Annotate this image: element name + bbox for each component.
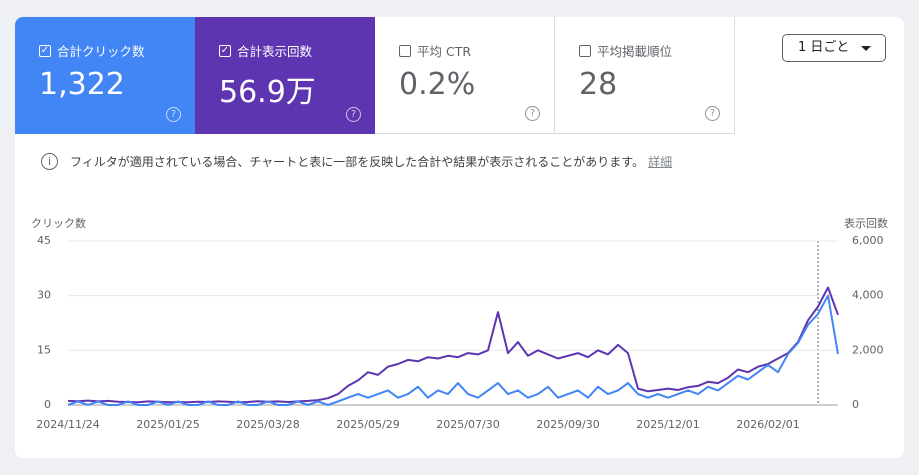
x-tick-label: 2025/05/29 <box>336 418 399 431</box>
series-line <box>67 294 839 406</box>
help-icon[interactable]: ? <box>166 107 181 122</box>
metric-name: 合計表示回数 <box>237 44 313 59</box>
y2-tick-label: 0 <box>852 398 859 411</box>
y-tick-label: 45 <box>37 234 51 247</box>
x-tick-label: 2024/11/24 <box>36 418 99 431</box>
info-icon: i <box>41 153 58 170</box>
metric-value: 56.9万 <box>219 75 316 110</box>
metric-card[interactable]: ✓ 合計表示回数 56.9万 ? <box>195 17 375 134</box>
x-tick-label: 2025/03/28 <box>236 418 299 431</box>
help-icon[interactable]: ? <box>705 106 720 121</box>
granularity-dropdown[interactable]: 1 日ごと <box>782 34 886 62</box>
x-tick-label: 2025/07/30 <box>436 418 499 431</box>
help-icon[interactable]: ? <box>525 106 540 121</box>
y2-tick-label: 4,000 <box>852 289 884 302</box>
metric-name: 平均 CTR <box>417 44 472 59</box>
series-line <box>67 286 839 404</box>
notice: i フィルタが適用されている場合、チャートと表に一部を反映した合計や結果が表示さ… <box>41 153 672 170</box>
metric-name: 平均掲載順位 <box>597 44 673 59</box>
metric-card[interactable]: ✓ 合計クリック数 1,322 ? <box>15 17 195 134</box>
y-axis-title: クリック数 <box>31 217 86 230</box>
help-icon[interactable]: ? <box>346 107 361 122</box>
x-tick-label: 2025/12/01 <box>636 418 699 431</box>
metric-label: 平均 CTR <box>399 41 471 60</box>
performance-panel: ✓ 合計クリック数 1,322 ? ✓ 合計表示回数 56.9万 ? 平均 CTR 0.… <box>15 17 904 458</box>
metric-card[interactable]: 平均掲載順位 28 ? <box>555 17 735 134</box>
y2-tick-label: 2,000 <box>852 343 884 356</box>
checkbox[interactable] <box>579 44 591 57</box>
y-tick-label: 0 <box>44 398 51 411</box>
y2-tick-label: 6,000 <box>852 234 884 247</box>
checkbox[interactable]: ✓ <box>39 44 51 57</box>
metric-card[interactable]: 平均 CTR 0.2% ? <box>375 17 555 134</box>
x-tick-label: 2025/01/25 <box>136 418 199 431</box>
metric-label: 平均掲載順位 <box>579 41 672 60</box>
checkbox[interactable] <box>399 44 411 57</box>
y2-axis-title: 表示回数 <box>844 216 888 230</box>
metric-label: ✓ 合計表示回数 <box>219 41 312 60</box>
notice-text: フィルタが適用されている場合、チャートと表に一部を反映した合計や結果が表示される… <box>70 155 645 169</box>
chart: クリック数 表示回数 0 15 30 45 0 2,000 4,000 6,000 2024/1… <box>31 216 888 431</box>
metric-value: 0.2% <box>399 67 476 102</box>
details-link[interactable]: 詳細 <box>648 155 673 169</box>
y-tick-label: 30 <box>37 289 51 302</box>
metric-value: 1,322 <box>39 67 125 102</box>
x-tick-label: 2025/09/30 <box>536 418 599 431</box>
checkbox[interactable]: ✓ <box>219 44 231 57</box>
metric-name: 合計クリック数 <box>57 44 145 59</box>
metric-label: ✓ 合計クリック数 <box>39 41 145 60</box>
y-tick-label: 15 <box>37 343 51 356</box>
metric-value: 28 <box>579 67 618 102</box>
x-tick-label: 2026/02/01 <box>736 418 799 431</box>
